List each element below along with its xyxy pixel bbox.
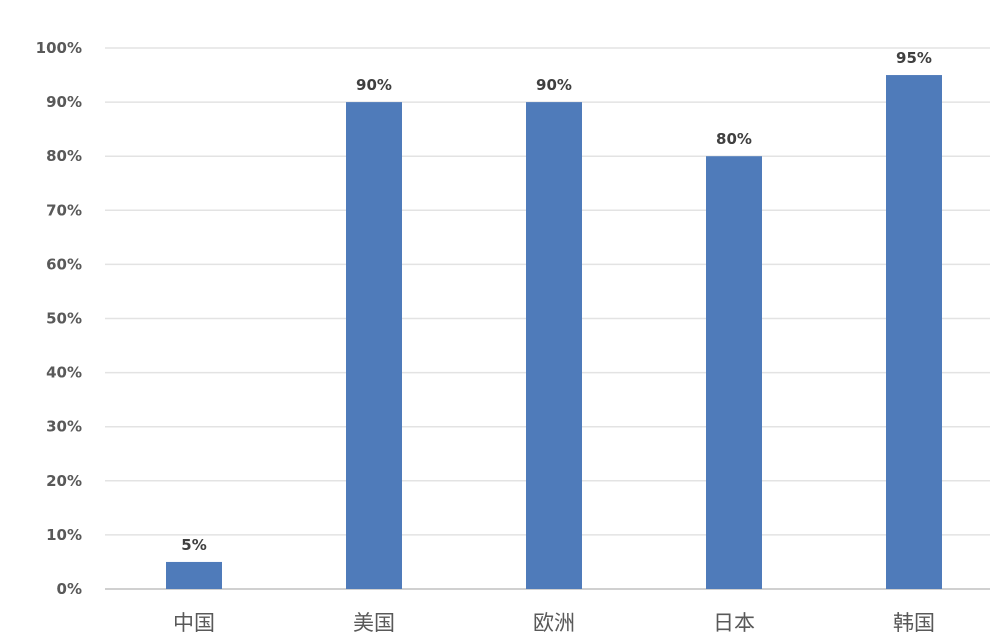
y-tick-label: 60% [46, 255, 82, 273]
data-label: 5% [181, 536, 206, 554]
x-tick-label: 美国 [353, 611, 395, 635]
x-tick-label: 欧洲 [533, 611, 575, 635]
y-tick-label: 100% [36, 39, 82, 57]
y-tick-label: 90% [46, 93, 82, 111]
data-label: 90% [536, 76, 572, 94]
data-label: 95% [896, 49, 932, 67]
x-tick-label: 韩国 [893, 611, 935, 635]
y-tick-label: 70% [46, 201, 82, 219]
bar-1 [346, 102, 402, 589]
y-tick-label: 40% [46, 364, 82, 382]
y-tick-label: 20% [46, 472, 82, 490]
y-tick-label: 10% [46, 526, 82, 544]
bar-4 [886, 75, 942, 590]
bar-3 [706, 156, 762, 589]
y-tick-label: 50% [46, 310, 82, 328]
y-tick-label: 30% [46, 418, 82, 436]
data-label: 90% [356, 76, 392, 94]
data-label: 80% [716, 130, 752, 148]
bar-2 [526, 102, 582, 589]
x-tick-label: 日本 [713, 611, 755, 635]
y-tick-label: 80% [46, 147, 82, 165]
bar-0 [166, 561, 222, 589]
x-tick-label: 中国 [173, 611, 215, 635]
y-tick-label: 0% [57, 580, 82, 598]
